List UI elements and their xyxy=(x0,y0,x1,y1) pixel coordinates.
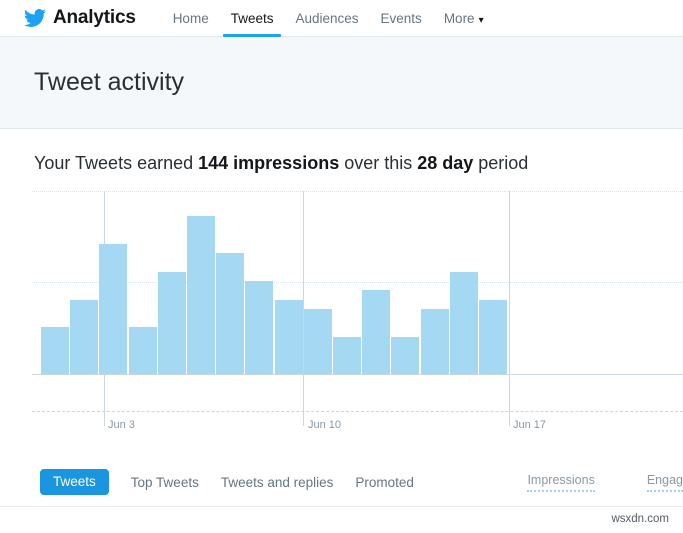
chart-bar[interactable] xyxy=(449,272,478,374)
filter-tab-tweets-and-replies[interactable]: Tweets and replies xyxy=(220,474,334,490)
filter-tab-tweets[interactable]: Tweets xyxy=(40,469,109,495)
gridline-middle xyxy=(32,282,683,283)
footer-divider xyxy=(0,506,683,507)
chart-bars xyxy=(0,188,683,374)
brand-logo[interactable]: Analytics xyxy=(24,7,136,29)
filter-tab-promoted[interactable]: Promoted xyxy=(355,474,414,490)
summary-suffix: period xyxy=(473,153,529,173)
chart-bar[interactable] xyxy=(362,290,391,374)
summary-prefix: Your Tweets earned xyxy=(34,153,199,173)
chart-baseline xyxy=(32,374,683,375)
chevron-down-icon: ▾ xyxy=(478,14,484,26)
summary-impressions: 144 impressions xyxy=(198,153,340,173)
chart-bar[interactable] xyxy=(99,244,128,374)
week-divider-2 xyxy=(303,191,304,426)
nav-item-more[interactable]: More ▾ xyxy=(433,0,495,37)
chart-bar[interactable] xyxy=(303,309,332,374)
x-tick-label-jun-10: Jun 10 xyxy=(308,419,342,431)
tweet-activity-chart: Jun 3 Jun 10 Jun 17 xyxy=(0,188,683,450)
week-divider-3 xyxy=(509,191,510,426)
watermark: wsxdn.com xyxy=(611,513,669,525)
chart-bar[interactable] xyxy=(391,337,420,374)
nav-item-audiences[interactable]: Audiences xyxy=(295,10,359,26)
chart-bar[interactable] xyxy=(41,327,69,374)
twitter-bird-icon xyxy=(24,7,46,29)
chart-bar[interactable] xyxy=(70,300,99,374)
filter-tab-top-tweets[interactable]: Top Tweets xyxy=(130,474,199,490)
chart-bar[interactable] xyxy=(157,272,186,374)
nav-item-home[interactable]: Home xyxy=(172,10,209,26)
chart-bar[interactable] xyxy=(187,216,215,374)
metric-engagements[interactable]: Engag xyxy=(646,473,683,492)
metric-selectors: Impressions Engag xyxy=(527,462,683,502)
page-title: Tweet activity xyxy=(34,68,185,96)
top-navigation-bar: Analytics Home Tweets Audiences Events M… xyxy=(0,0,683,37)
nav-links: Home Tweets Audiences Events More ▾ xyxy=(162,0,495,37)
chart-dashed-rule xyxy=(32,411,683,412)
metric-impressions[interactable]: Impressions xyxy=(527,473,595,492)
chart-bar[interactable] xyxy=(420,309,449,374)
x-tick-label-jun-17: Jun 17 xyxy=(513,419,547,431)
nav-item-events[interactable]: Events xyxy=(380,10,422,26)
summary-middle: over this xyxy=(339,153,418,173)
nav-item-more-label: More xyxy=(443,10,475,26)
page-title-band: Tweet activity xyxy=(0,37,683,129)
chart-bar[interactable] xyxy=(274,300,303,374)
chart-bar[interactable] xyxy=(128,327,157,374)
tweet-filter-tabs: Tweets Top Tweets Tweets and replies Pro… xyxy=(0,462,683,502)
chart-plot-area: Jun 3 Jun 10 Jun 17 xyxy=(0,188,683,450)
summary-period: 28 day xyxy=(417,153,474,173)
chart-bar[interactable] xyxy=(245,281,274,374)
summary-line: Your Tweets earned 144 impressions over … xyxy=(0,129,683,174)
chart-bar[interactable] xyxy=(479,300,507,374)
chart-bar[interactable] xyxy=(333,337,361,374)
brand-name: Analytics xyxy=(53,7,136,28)
x-tick-label-jun-3: Jun 3 xyxy=(108,419,135,431)
gridline-top xyxy=(32,191,683,192)
nav-item-tweets[interactable]: Tweets xyxy=(220,0,285,37)
chart-bar[interactable] xyxy=(216,253,245,374)
